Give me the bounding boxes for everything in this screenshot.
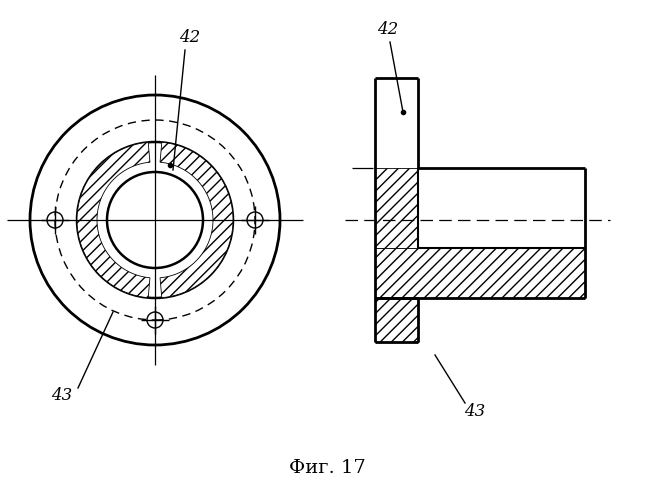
Polygon shape	[160, 142, 233, 298]
Text: Фиг. 17: Фиг. 17	[288, 459, 366, 477]
Text: 42: 42	[179, 30, 201, 46]
Polygon shape	[375, 168, 418, 248]
Polygon shape	[375, 298, 418, 342]
Polygon shape	[375, 248, 585, 298]
Text: 43: 43	[52, 386, 73, 404]
Polygon shape	[77, 142, 150, 298]
Text: 43: 43	[464, 404, 486, 420]
Text: 42: 42	[377, 22, 399, 38]
